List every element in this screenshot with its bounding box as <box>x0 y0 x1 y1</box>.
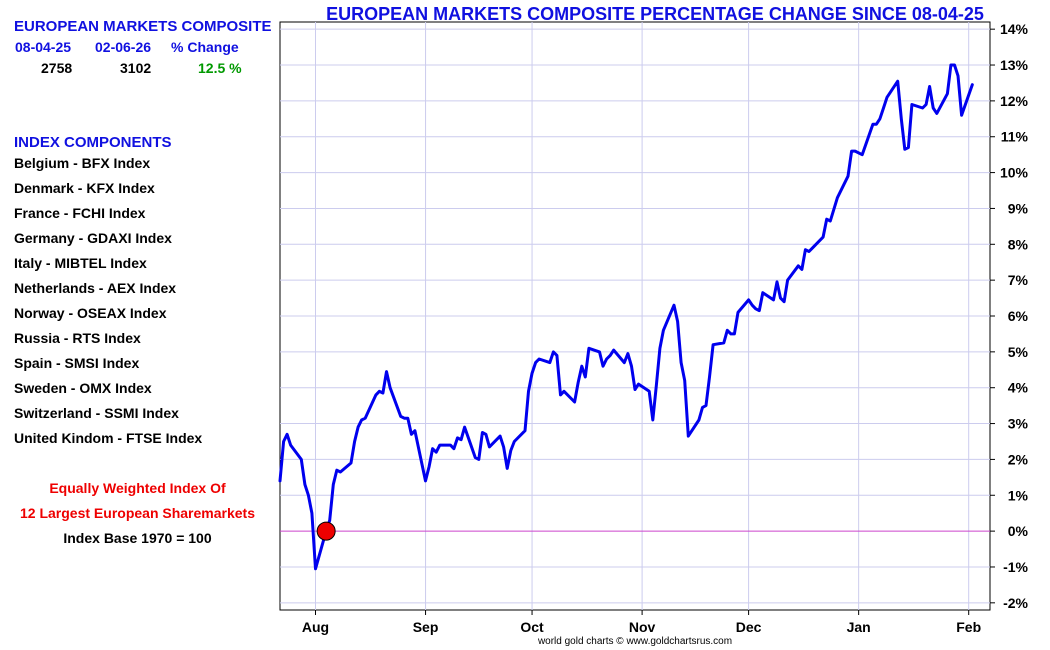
component-item: United Kindom - FTSE Index <box>14 430 203 446</box>
component-item: France - FCHI Index <box>14 205 146 221</box>
component-item: Belgium - BFX Index <box>14 155 151 171</box>
note-line-2: 12 Largest European Sharemarkets <box>20 505 255 521</box>
component-item: Russia - RTS Index <box>14 330 141 346</box>
x-tick-label: Dec <box>736 619 762 635</box>
y-tick-label: 4% <box>1008 380 1029 396</box>
x-tick-label: Aug <box>302 619 329 635</box>
note-line-1: Equally Weighted Index Of <box>49 480 226 496</box>
x-tick-label: Jan <box>847 619 871 635</box>
y-tick-label: 10% <box>1000 165 1029 181</box>
x-tick-label: Feb <box>956 619 981 635</box>
note-line-3: Index Base 1970 = 100 <box>63 530 212 546</box>
y-tick-label: 14% <box>1000 21 1029 37</box>
y-tick-label: 12% <box>1000 93 1029 109</box>
base-date-marker <box>316 521 336 541</box>
end-date-header: 02-06-26 <box>95 39 152 55</box>
y-tick-label: 0% <box>1008 523 1029 539</box>
panel-title: EUROPEAN MARKETS COMPOSITE <box>14 18 272 35</box>
footer-credit: world gold charts © www.goldchartsrus.co… <box>537 636 733 647</box>
component-item: Sweden - OMX Index <box>14 380 152 396</box>
y-tick-label: 1% <box>1008 487 1029 503</box>
component-item: Spain - SMSI Index <box>14 355 140 371</box>
change-header: % Change <box>171 39 239 55</box>
y-tick-label: -1% <box>1003 559 1028 575</box>
start-value: 2758 <box>41 60 73 76</box>
component-item: Denmark - KFX Index <box>14 180 155 196</box>
y-tick-label: 5% <box>1008 344 1029 360</box>
component-item: Norway - OSEAX Index <box>14 305 167 321</box>
end-value: 3102 <box>120 60 152 76</box>
y-tick-label: 13% <box>1000 57 1029 73</box>
y-tick-label: 7% <box>1008 272 1029 288</box>
y-tick-label: 9% <box>1008 200 1029 216</box>
x-tick-label: Sep <box>413 619 439 635</box>
series-layer <box>278 63 974 571</box>
y-tick-label: 2% <box>1008 451 1029 467</box>
x-tick-label: Oct <box>520 619 544 635</box>
change-value: 12.5 % <box>198 60 242 76</box>
y-tick-label: 11% <box>1001 129 1029 145</box>
component-item: Switzerland - SSMI Index <box>14 405 179 421</box>
component-item: Germany - GDAXI Index <box>14 230 172 246</box>
y-tick-label: 6% <box>1008 308 1029 324</box>
y-tick-label: 8% <box>1008 236 1029 252</box>
component-item: Netherlands - AEX Index <box>14 280 177 296</box>
x-tick-label: Nov <box>629 619 656 635</box>
series-line <box>278 63 974 571</box>
grid <box>279 21 991 611</box>
y-tick-label: -2% <box>1003 595 1028 611</box>
start-date-header: 08-04-25 <box>15 39 72 55</box>
axes: 14% 13% 12% 11% 10% 9% 8% 7% 6% 5% 4% 3% 2% 1% 0% -1% -2… <box>302 21 1029 635</box>
components-title: INDEX COMPONENTS <box>14 134 172 151</box>
component-item: Italy - MIBTEL Index <box>14 255 147 271</box>
chart-title: EUROPEAN MARKETS COMPOSITE PERCENTAGE CH… <box>326 4 984 24</box>
y-tick-label: 3% <box>1008 416 1029 432</box>
